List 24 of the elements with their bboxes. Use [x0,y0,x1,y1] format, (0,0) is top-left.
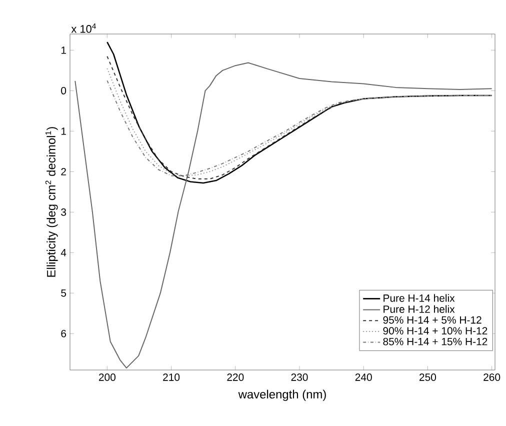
x-tick-label: 220 [227,374,244,381]
y-tick-label: 4 [60,249,66,256]
legend-label: Pure H-14 helix [384,294,455,302]
legend-label: 95% H-14 + 5% H-12 [383,316,482,324]
legend-label: 90% H-14 + 10% H-12 [383,327,488,334]
y-tick-label: 2 [61,168,66,176]
y-tick-label: 3 [61,208,66,216]
text: x 10$^{4}$ [71,23,96,33]
x-tick-label: 240 [355,374,372,381]
y-tick-label: 6 [61,330,66,338]
x-tick-label: 260 [484,374,500,381]
line-series [74,62,492,368]
y-tick-label: 0 [61,86,66,94]
x-tick-label: 200 [98,374,116,381]
legend-label: Pure H-12 helix [384,305,455,313]
y-tick-label: 5 [61,289,66,297]
x-tick-label: 210 [163,374,180,381]
x-tick-label: 250 [420,374,436,381]
y-axis-title: Ellipticity (deg cm$^{2}$ decimol$^{1}$) [45,127,58,277]
y-tick-label: 1 [61,46,66,54]
x-tick-label: 230 [291,374,308,381]
legend-label: 85% H-14 + 15% H-12 [383,338,488,346]
x-axis-title: wavelength (nm) [238,390,326,401]
y-tick-label: 1 [61,128,66,135]
